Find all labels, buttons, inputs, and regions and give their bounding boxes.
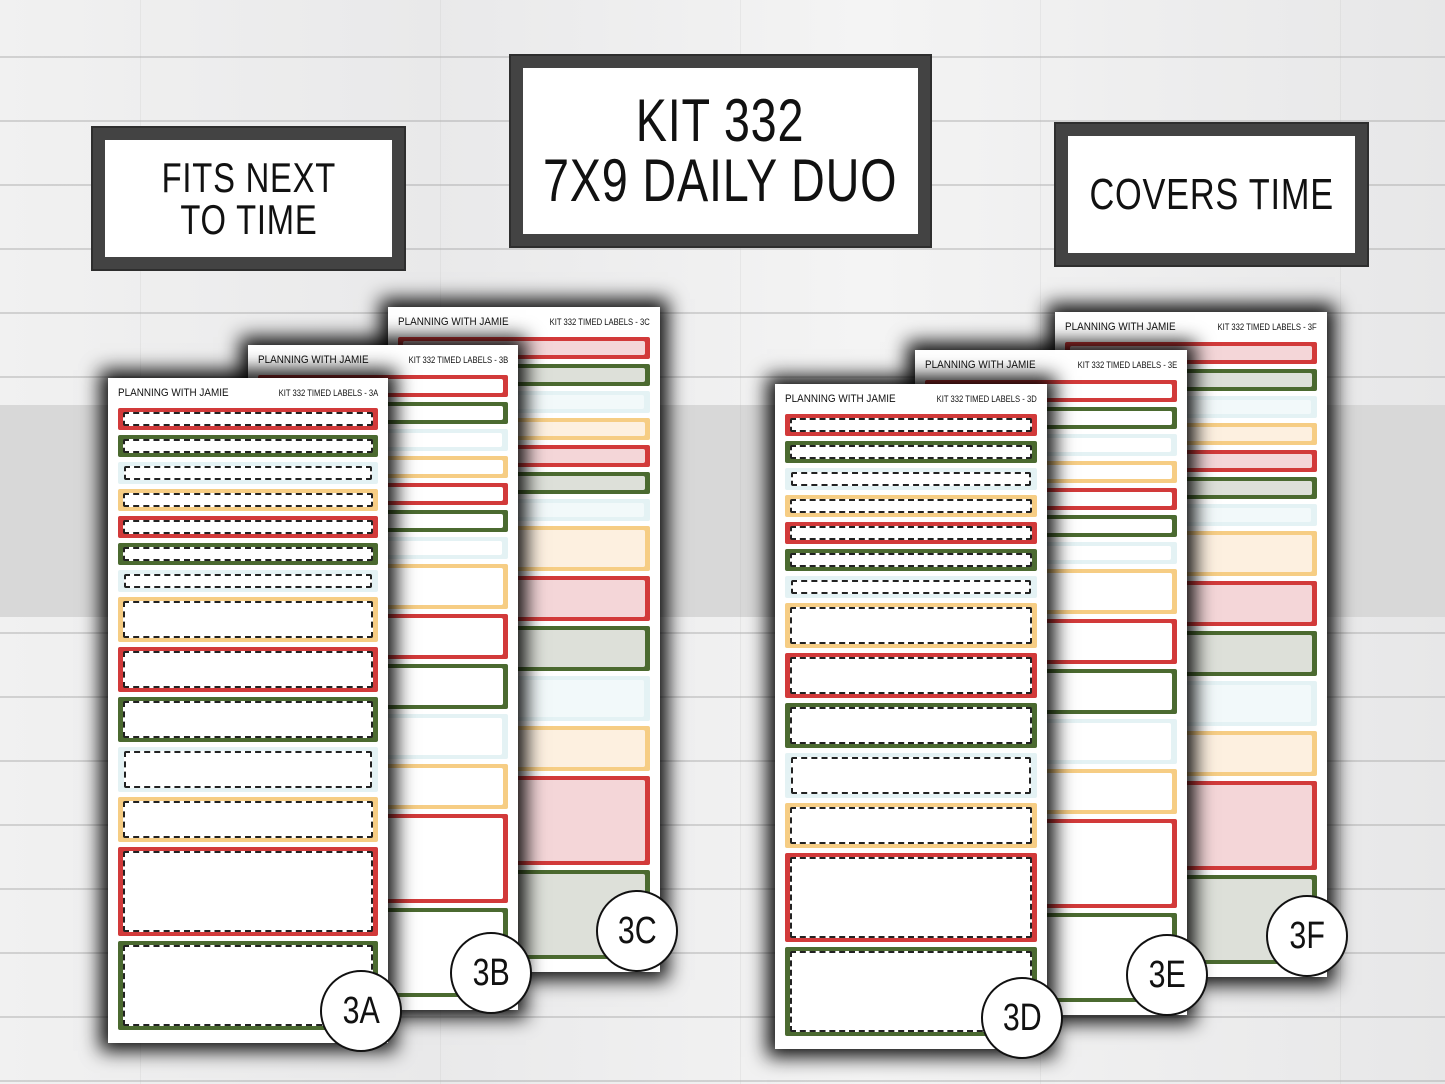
label-sticker-yellow (118, 597, 378, 642)
label-sticker-red (118, 647, 378, 692)
label-writing-area (123, 801, 373, 838)
label-writing-area (123, 851, 373, 932)
kit-label: KIT 332 TIMED LABELS - 3C (549, 317, 650, 327)
sheet-badge-3c: 3C (596, 890, 678, 972)
label-writing-area (790, 657, 1032, 694)
sheet-badge-3f: 3F (1266, 895, 1348, 977)
label-sticker-green (118, 697, 378, 742)
sheet-header: PLANNING WITH JAMIE KIT 332 TIMED LABELS… (1065, 312, 1317, 342)
brand-label: PLANNING WITH JAMIE (118, 387, 229, 399)
label-sticker-red (785, 414, 1037, 436)
label-writing-area (123, 601, 373, 638)
label-sticker-red (118, 408, 378, 430)
sheet-badge-3d: 3D (981, 977, 1063, 1059)
badge-label: 3C (617, 909, 657, 952)
label-sticker-red (118, 847, 378, 936)
sheet-header: PLANNING WITH JAMIE KIT 332 TIMED LABELS… (785, 384, 1037, 414)
badge-label: 3A (342, 989, 380, 1032)
label-writing-area (123, 520, 373, 534)
label-writing-area (123, 493, 373, 507)
label-writing-area (790, 553, 1032, 567)
label-sticker-red (118, 516, 378, 538)
heading-fits-next-to-time: FITS NEXT TO TIME (93, 128, 404, 269)
label-writing-area (791, 472, 1031, 486)
sheet-badge-3a: 3A (320, 970, 402, 1052)
kit-label: KIT 332 TIMED LABELS - 3A (278, 388, 378, 398)
badge-label: 3B (472, 951, 510, 994)
label-sticker-red (785, 653, 1037, 698)
heading-line: COVERS TIME (1089, 169, 1334, 219)
label-sticker-yellow (785, 803, 1037, 848)
label-writing-area (790, 445, 1032, 459)
label-writing-area (123, 439, 373, 453)
label-sticker-green (785, 441, 1037, 463)
label-sticker-blue (118, 462, 378, 484)
sheet-header: PLANNING WITH JAMIE KIT 332 TIMED LABELS… (398, 307, 650, 337)
label-writing-area (123, 412, 373, 426)
label-writing-area (791, 757, 1031, 794)
label-writing-area (124, 466, 372, 480)
label-writing-area (123, 701, 373, 738)
sheet-badge-3b: 3B (450, 932, 532, 1014)
kit-label: KIT 332 TIMED LABELS - 3F (1217, 322, 1317, 332)
heading-line: FITS NEXT (161, 153, 336, 201)
badge-label: 3E (1148, 953, 1186, 996)
label-sticker-green (118, 543, 378, 565)
label-writing-area (790, 807, 1032, 844)
brand-label: PLANNING WITH JAMIE (925, 359, 1036, 371)
label-sticker-yellow (785, 495, 1037, 517)
label-sticker-yellow (118, 489, 378, 511)
label-writing-area (123, 547, 373, 561)
label-sticker-red (785, 522, 1037, 544)
label-sticker-blue (785, 576, 1037, 598)
sheet-header: PLANNING WITH JAMIE KIT 332 TIMED LABELS… (258, 345, 508, 375)
kit-label: KIT 332 TIMED LABELS - 3D (936, 394, 1037, 404)
brand-label: PLANNING WITH JAMIE (785, 393, 896, 405)
heading-line: KIT 332 (636, 87, 805, 154)
label-sticker-green (785, 703, 1037, 748)
brand-label: PLANNING WITH JAMIE (398, 316, 509, 328)
sheet-badge-3e: 3E (1126, 934, 1208, 1016)
label-writing-area (790, 418, 1032, 432)
badge-label: 3D (1002, 996, 1042, 1039)
heading-covers-time: COVERS TIME (1056, 124, 1367, 265)
brand-label: PLANNING WITH JAMIE (1065, 321, 1176, 333)
label-sticker-blue (785, 468, 1037, 490)
heading-line: 7X9 DAILY DUO (543, 147, 898, 214)
label-sticker-blue (785, 753, 1037, 798)
label-writing-area (790, 857, 1032, 938)
sticker-sheet-3a: PLANNING WITH JAMIE KIT 332 TIMED LABELS… (108, 378, 388, 1043)
sheet-header: PLANNING WITH JAMIE KIT 332 TIMED LABELS… (925, 350, 1177, 380)
label-sticker-yellow (785, 603, 1037, 648)
label-writing-area (124, 574, 372, 588)
label-sticker-green (785, 549, 1037, 571)
heading-line: TO TIME (179, 195, 318, 243)
label-sticker-red (785, 853, 1037, 942)
label-writing-area (790, 526, 1032, 540)
label-sticker-blue (118, 747, 378, 792)
sticker-sheet-3d: PLANNING WITH JAMIE KIT 332 TIMED LABELS… (775, 384, 1047, 1049)
sheet-header: PLANNING WITH JAMIE KIT 332 TIMED LABELS… (118, 378, 378, 408)
label-sticker-blue (118, 570, 378, 592)
badge-label: 3F (1289, 914, 1325, 957)
heading-kit-title: KIT 332 7X9 DAILY DUO (511, 56, 930, 246)
label-writing-area (791, 580, 1031, 594)
brand-label: PLANNING WITH JAMIE (258, 354, 369, 366)
kit-label: KIT 332 TIMED LABELS - 3B (408, 355, 508, 365)
label-writing-area (790, 499, 1032, 513)
label-writing-area (790, 707, 1032, 744)
label-sticker-yellow (118, 797, 378, 842)
kit-label: KIT 332 TIMED LABELS - 3E (1077, 360, 1177, 370)
label-writing-area (790, 607, 1032, 644)
label-sticker-green (118, 435, 378, 457)
label-writing-area (123, 651, 373, 688)
label-writing-area (124, 751, 372, 788)
